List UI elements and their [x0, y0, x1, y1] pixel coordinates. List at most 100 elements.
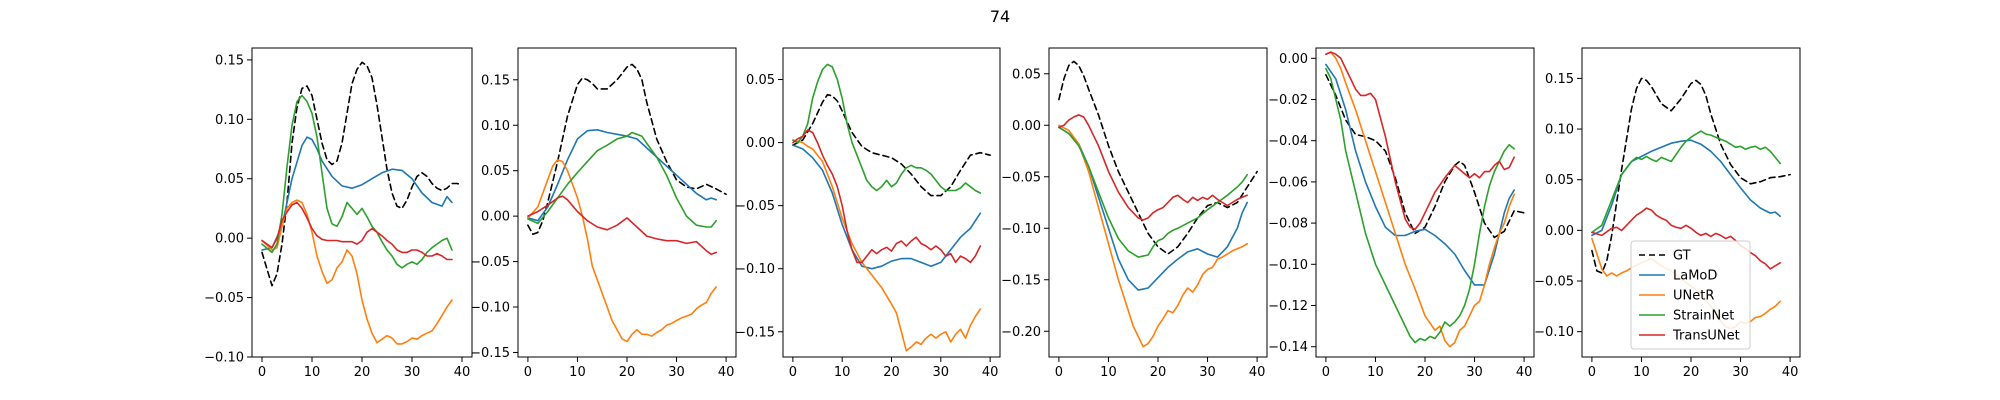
series-group [527, 63, 727, 343]
series-group [1058, 60, 1258, 348]
y-tick-label: −0.20 [1001, 325, 1041, 340]
x-tick-label: 10 [304, 365, 321, 380]
y-tick-label: −0.05 [204, 291, 244, 306]
y-tick-label: −0.05 [735, 199, 775, 214]
x-tick-label: 30 [404, 365, 421, 380]
y-tick-label: −0.12 [1268, 299, 1308, 314]
y-tick-label: 0.05 [1012, 67, 1041, 82]
series-line-lamod [792, 144, 982, 270]
x-tick-label: 10 [1367, 365, 1384, 380]
series-line-transunet [261, 201, 453, 261]
y-tick-label: −0.14 [1268, 340, 1308, 355]
y-tick-label: 0.05 [215, 172, 244, 187]
series-line-unetr [792, 139, 982, 352]
x-tick-label: 20 [354, 365, 371, 380]
subplot-1: 0 10 20 30 40 −0.10 −0.05 0.00 0.05 0.10 0.15 [204, 47, 473, 380]
y-tick-label: −0.10 [1534, 325, 1574, 340]
series-line-strainnet [1325, 67, 1515, 344]
series-line-transunet [527, 195, 718, 256]
y-tick-label: −0.10 [1001, 222, 1041, 237]
series-line-strainnet [261, 94, 453, 269]
legend-box [1630, 240, 1751, 350]
x-tick-label: 0 [524, 365, 532, 380]
x-tick-label: 20 [619, 365, 636, 380]
legend-label-lamod: LaMoD [1673, 269, 1717, 284]
y-tick-label: 0.00 [481, 210, 510, 225]
y-tick-label: 0.15 [1545, 72, 1574, 87]
y-tick-label: 0.00 [746, 136, 775, 151]
legend-label-transunet: TransUNet [1672, 329, 1740, 344]
series-line-transunet [1325, 51, 1515, 231]
x-tick-label: 10 [1633, 365, 1650, 380]
legend-label-gt: GT [1673, 249, 1691, 264]
x-tick-label: 30 [1199, 365, 1216, 380]
y-tick-label: 0.00 [215, 232, 244, 247]
series-line-lamod [1325, 63, 1515, 286]
series-line-unetr [527, 159, 718, 343]
y-tick-label: −0.05 [1534, 275, 1574, 290]
x-tick-label: 30 [1466, 365, 1483, 380]
series-line-strainnet [1591, 130, 1781, 234]
series-group [261, 61, 463, 345]
legend-label-unetr: UNetR [1673, 289, 1714, 304]
y-tick-label: −0.04 [1268, 134, 1308, 149]
series-line-gt [1325, 74, 1525, 239]
figure-title: 74 [990, 7, 1010, 26]
x-tick-label: 10 [834, 365, 851, 380]
x-tick-label: 40 [718, 365, 735, 380]
y-tick-label: −0.02 [1268, 93, 1308, 108]
series-line-gt [527, 63, 727, 236]
x-tick-label: 20 [1417, 365, 1434, 380]
series-group [792, 63, 991, 352]
subplot-3: 0 10 20 30 40 −0.15 −0.10 −0.05 0.00 0.05 [735, 47, 1001, 380]
x-tick-label: 30 [933, 365, 950, 380]
y-tick-label: −0.10 [1268, 258, 1308, 273]
x-tick-label: 30 [668, 365, 685, 380]
x-tick-label: 40 [1516, 365, 1533, 380]
y-tick-label: −0.05 [470, 255, 510, 270]
x-tick-label: 20 [1683, 365, 1700, 380]
x-tick-label: 40 [1249, 365, 1266, 380]
subplot-2: 0 10 20 30 40 −0.15 −0.10 −0.05 0.00 0.05 0.10 0.15 [470, 47, 737, 380]
subplot-6: 0 10 20 30 40 −0.10 −0.05 0.00 0.05 0.10 0.15 GT LaM… [1534, 47, 1801, 380]
subplot-4: 0 10 20 30 40 −0.20 −0.15 −0.10 −0.05 0.00 0.05 [1001, 47, 1268, 380]
series-line-lamod [261, 136, 453, 251]
y-tick-label: 0.00 [1012, 119, 1041, 134]
y-tick-label: −0.08 [1268, 217, 1308, 232]
series-line-unetr [1325, 51, 1515, 348]
x-tick-label: 30 [1732, 365, 1749, 380]
y-tick-label: 0.10 [215, 113, 244, 128]
series-line-strainnet [527, 131, 718, 228]
x-tick-label: 10 [1100, 365, 1117, 380]
y-tick-label: −0.10 [470, 301, 510, 316]
x-tick-label: 20 [1150, 365, 1167, 380]
series-line-strainnet [792, 63, 982, 194]
y-tick-label: −0.15 [735, 325, 775, 340]
x-tick-label: 0 [789, 365, 797, 380]
x-tick-label: 0 [1055, 365, 1063, 380]
series-line-transunet [1058, 114, 1248, 221]
y-tick-label: −0.05 [1001, 170, 1041, 185]
x-tick-label: 40 [982, 365, 999, 380]
series-line-gt [1591, 77, 1791, 274]
x-tick-label: 40 [454, 365, 471, 380]
series-line-unetr [261, 199, 453, 345]
y-tick-label: −0.15 [1001, 273, 1041, 288]
series-line-gt [792, 93, 991, 197]
subplots: 0 10 20 30 40 −0.10 −0.05 0.00 0.05 0.10 0.15 0 10 20… [204, 47, 1801, 380]
y-tick-label: 0.10 [1545, 123, 1574, 138]
y-tick-label: −0.15 [470, 346, 510, 361]
series-line-unetr [1058, 124, 1248, 348]
x-tick-label: 0 [258, 365, 266, 380]
y-tick-label: −0.06 [1268, 175, 1308, 190]
x-tick-label: 0 [1322, 365, 1330, 380]
y-tick-label: 0.00 [1545, 224, 1574, 239]
x-tick-label: 10 [569, 365, 586, 380]
legend: GT LaMoD UNetR StrainNet TransUNet [1630, 240, 1751, 350]
series-line-gt [1058, 60, 1258, 255]
y-tick-label: 0.15 [481, 73, 510, 88]
y-tick-label: −0.10 [735, 262, 775, 277]
x-tick-label: 0 [1588, 365, 1596, 380]
y-tick-label: 0.05 [1545, 173, 1574, 188]
